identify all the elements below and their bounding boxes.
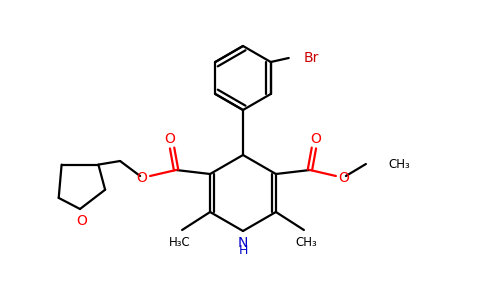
Text: O: O: [136, 171, 148, 185]
Text: CH₃: CH₃: [295, 236, 317, 248]
Text: H₃C: H₃C: [169, 236, 191, 248]
Text: N: N: [238, 236, 248, 250]
Text: H: H: [238, 244, 248, 257]
Text: O: O: [165, 132, 176, 146]
Text: O: O: [310, 132, 321, 146]
Text: O: O: [76, 214, 88, 228]
Text: O: O: [338, 171, 349, 185]
Text: CH₃: CH₃: [388, 158, 409, 170]
Text: Br: Br: [304, 51, 319, 65]
